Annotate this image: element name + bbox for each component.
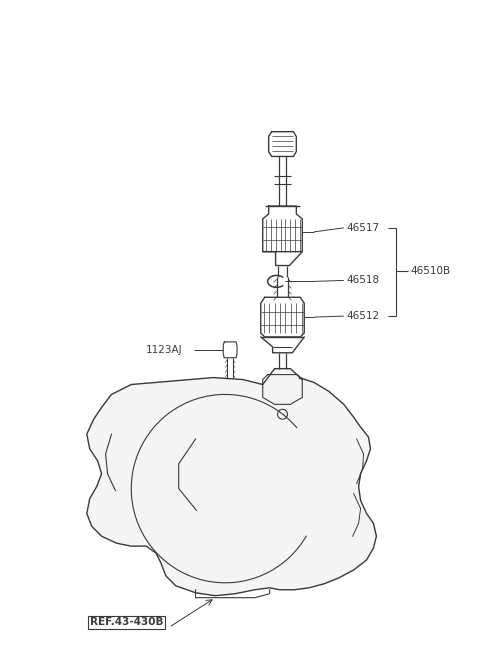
Text: 46517: 46517 — [347, 223, 380, 233]
Text: 46510B: 46510B — [410, 267, 450, 276]
Text: REF.43-430B: REF.43-430B — [90, 618, 163, 627]
Polygon shape — [87, 369, 376, 595]
Text: 46512: 46512 — [347, 311, 380, 321]
Text: 1123AJ: 1123AJ — [146, 345, 183, 355]
Text: 46518: 46518 — [347, 275, 380, 286]
